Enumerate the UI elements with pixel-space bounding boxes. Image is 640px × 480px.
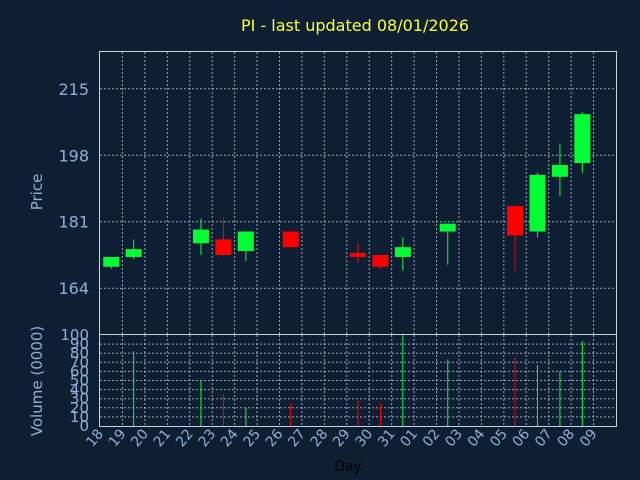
day-tick-label: 31 bbox=[375, 426, 399, 450]
candle-body bbox=[394, 247, 411, 257]
grid-lines bbox=[100, 52, 616, 426]
volume-tick-label: 40 bbox=[70, 381, 89, 399]
candle-body bbox=[551, 165, 568, 177]
tick-labels: 1641811982150102030405060708090100181920… bbox=[58, 80, 600, 450]
volume-tick-label: 50 bbox=[70, 372, 89, 390]
x-axis-label: Day bbox=[334, 459, 362, 475]
day-tick-label: 04 bbox=[465, 426, 489, 450]
candlesticks bbox=[103, 112, 591, 271]
price-tick-label: 181 bbox=[58, 213, 89, 232]
day-tick-label: 23 bbox=[196, 426, 220, 450]
candle-body bbox=[237, 231, 254, 252]
volume-tick-label: 0 bbox=[79, 417, 89, 435]
candle-body bbox=[125, 249, 142, 257]
volume-panel-frame bbox=[99, 334, 617, 427]
day-tick-label: 29 bbox=[330, 426, 354, 450]
day-tick-label: 19 bbox=[106, 426, 130, 450]
volume-tick-label: 30 bbox=[70, 390, 89, 408]
day-tick-label: 28 bbox=[308, 426, 332, 450]
candle-body bbox=[574, 114, 591, 164]
price-tick-label: 215 bbox=[58, 80, 89, 99]
candle-body bbox=[282, 231, 299, 248]
candle-body bbox=[215, 239, 232, 255]
day-tick-label: 08 bbox=[554, 426, 578, 450]
day-tick-label: 07 bbox=[532, 426, 556, 450]
volume-tick-label: 20 bbox=[70, 399, 89, 417]
day-tick-label: 30 bbox=[353, 426, 377, 450]
day-tick-label: 22 bbox=[173, 426, 197, 450]
day-tick-label: 03 bbox=[442, 426, 466, 450]
candle-body bbox=[372, 254, 389, 267]
candle-body bbox=[192, 229, 209, 244]
day-tick-label: 09 bbox=[577, 426, 601, 450]
volume-tick-label: 70 bbox=[70, 353, 89, 371]
price-tick-label: 198 bbox=[58, 146, 89, 165]
day-tick-label: 21 bbox=[151, 426, 175, 450]
volume-tick-label: 80 bbox=[70, 344, 89, 362]
day-tick-label: 25 bbox=[240, 426, 264, 450]
price-axis-label: Price bbox=[28, 174, 46, 211]
candle-body bbox=[439, 223, 456, 232]
volume-tick-label: 90 bbox=[70, 335, 89, 353]
chart-title: PI - last updated 08/01/2026 bbox=[241, 16, 469, 35]
volume-bars bbox=[133, 335, 583, 426]
day-tick-label: 01 bbox=[397, 426, 421, 450]
day-tick-label: 05 bbox=[487, 426, 511, 450]
day-tick-label: 26 bbox=[263, 426, 287, 450]
day-tick-label: 27 bbox=[285, 426, 309, 450]
volume-axis-label: Volume (0000) bbox=[28, 326, 46, 436]
candle-body bbox=[350, 253, 366, 257]
candle-body bbox=[103, 256, 120, 267]
day-tick-label: 20 bbox=[128, 426, 152, 450]
price-tick-label: 164 bbox=[58, 279, 89, 298]
volume-tick-label: 100 bbox=[60, 326, 89, 344]
volume-tick-label: 60 bbox=[70, 362, 89, 380]
day-tick-label: 24 bbox=[218, 426, 242, 450]
candle-body bbox=[507, 206, 524, 236]
volume-tick-label: 10 bbox=[70, 408, 89, 426]
candle-body bbox=[529, 174, 546, 232]
day-tick-label: 02 bbox=[420, 426, 444, 450]
day-tick-label: 06 bbox=[510, 426, 534, 450]
